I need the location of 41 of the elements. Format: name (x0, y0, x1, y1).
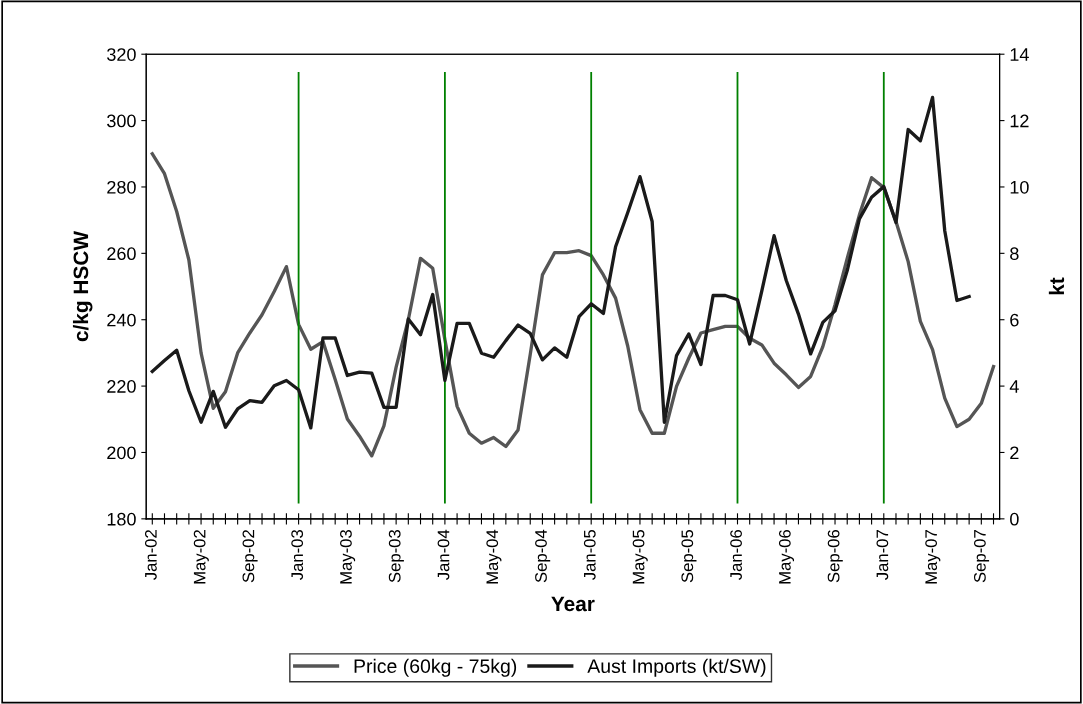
y-tick-label: 300 (107, 114, 136, 128)
x-tick-label: Jan-05 (583, 529, 596, 580)
x-tick-label: May-03 (340, 529, 356, 584)
x-tick-label: Jan-07 (876, 530, 889, 580)
x-tick-label: Jan-04 (437, 529, 450, 580)
y2-tick-label: 2 (1010, 446, 1019, 460)
x-tick-label: Sep-03 (388, 529, 404, 583)
x-tick-label: May-04 (486, 529, 502, 584)
x-tick-label: Sep-04 (535, 529, 551, 583)
y-tick-label: 280 (107, 180, 136, 194)
x-tick-label: Jan-06 (730, 529, 742, 580)
x-tick-label: May-05 (632, 529, 648, 584)
x-tick-label: Sep-05 (681, 529, 697, 583)
y-tick-label: 320 (107, 48, 136, 61)
line-series (150, 95, 971, 430)
y-tick-label: 260 (107, 247, 136, 261)
y2-axis-title: kt (1048, 277, 1065, 295)
legend-label: Aust Imports (kt/SW) (587, 658, 766, 677)
legend-label: Price (60kg - 75kg) (354, 658, 517, 677)
x-tick-label: Jan-02 (144, 530, 157, 580)
x-tick-label: May-07 (925, 530, 941, 584)
y-tick-label: 180 (107, 512, 136, 526)
y-tick-label: 200 (107, 446, 136, 460)
x-tick-label: May-02 (193, 530, 209, 584)
y2-tick-label: 6 (1010, 313, 1019, 327)
y-tick-label: 240 (107, 313, 136, 327)
x-tick-label: Sep-06 (827, 529, 843, 583)
x-tick-label: Sep-02 (242, 530, 258, 583)
line-series (150, 152, 996, 458)
x-axis-title: Year (551, 596, 595, 612)
y2-tick-label: 14 (1010, 48, 1029, 61)
x-tick-label: May-06 (778, 529, 795, 584)
y-tick-label: 220 (107, 380, 136, 393)
y2-tick-label: 10 (1010, 180, 1029, 194)
y2-tick-label: 4 (1009, 380, 1019, 393)
x-tick-label: Sep-07 (973, 530, 990, 583)
x-tick-label: Jan-03 (291, 529, 304, 580)
y2-tick-label: 8 (1010, 247, 1019, 261)
y2-tick-label: 12 (1010, 114, 1029, 128)
y2-tick-label: 0 (1010, 512, 1019, 526)
y-axis-title: c/kg HSCW (72, 230, 93, 342)
